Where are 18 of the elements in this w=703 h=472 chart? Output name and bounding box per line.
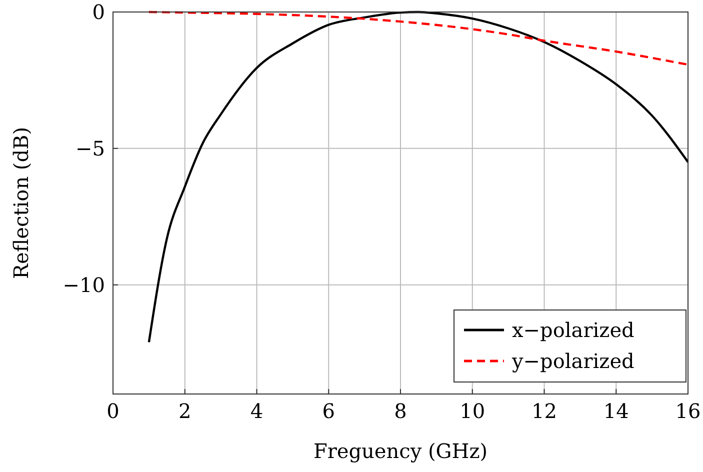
x-tick-label: 16 — [675, 399, 701, 423]
line-series — [148, 10, 690, 344]
x-tick-label: 10 — [460, 399, 486, 423]
x-axis-title: Freguency (GHz) — [313, 439, 488, 463]
y-tick-label: −5 — [76, 136, 105, 160]
x-tick-label: 0 — [106, 399, 120, 423]
legend-label: y−polarized — [511, 349, 635, 373]
x-tick-label: 8 — [394, 399, 407, 423]
y-tick-label: 0 — [92, 0, 105, 24]
x-tick-label: 14 — [603, 399, 629, 423]
y-tick-label: −10 — [62, 272, 105, 297]
y-axis-title: Reflection (dB) — [9, 126, 33, 280]
x-tick-label: 4 — [250, 399, 264, 423]
line-series — [148, 10, 690, 66]
x-tick-label: 2 — [178, 399, 192, 423]
legend-label: x−polarized — [512, 318, 635, 342]
x-tick-label: 6 — [322, 399, 335, 423]
x-tick-label: 12 — [532, 399, 557, 423]
